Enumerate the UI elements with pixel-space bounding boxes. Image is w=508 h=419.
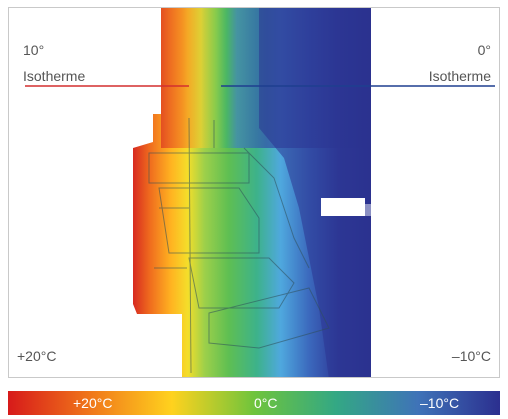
chamber-lines bbox=[148, 117, 330, 374]
diagram-frame: 10° Isotherme 0° Isotherme +20°C –10°C bbox=[8, 7, 500, 378]
isotherm-10-degree: 10° bbox=[23, 42, 45, 58]
seal-notch bbox=[321, 198, 365, 216]
cold-region bbox=[259, 8, 371, 377]
scale-label-zero: 0°C bbox=[254, 395, 278, 411]
cold-side-temp: –10°C bbox=[451, 348, 491, 364]
isotherm-diagram bbox=[25, 8, 495, 377]
isotherm-0-label: Isotherme bbox=[428, 68, 491, 84]
isotherm-0-degree: 0° bbox=[477, 42, 491, 58]
isotherm-10-label: Isotherme bbox=[23, 68, 86, 84]
warm-side-temp: +20°C bbox=[17, 348, 57, 364]
color-scale-legend: +20°C 0°C –10°C bbox=[8, 391, 500, 415]
scale-label-cold: –10°C bbox=[420, 395, 460, 411]
scale-label-warm: +20°C bbox=[73, 395, 113, 411]
